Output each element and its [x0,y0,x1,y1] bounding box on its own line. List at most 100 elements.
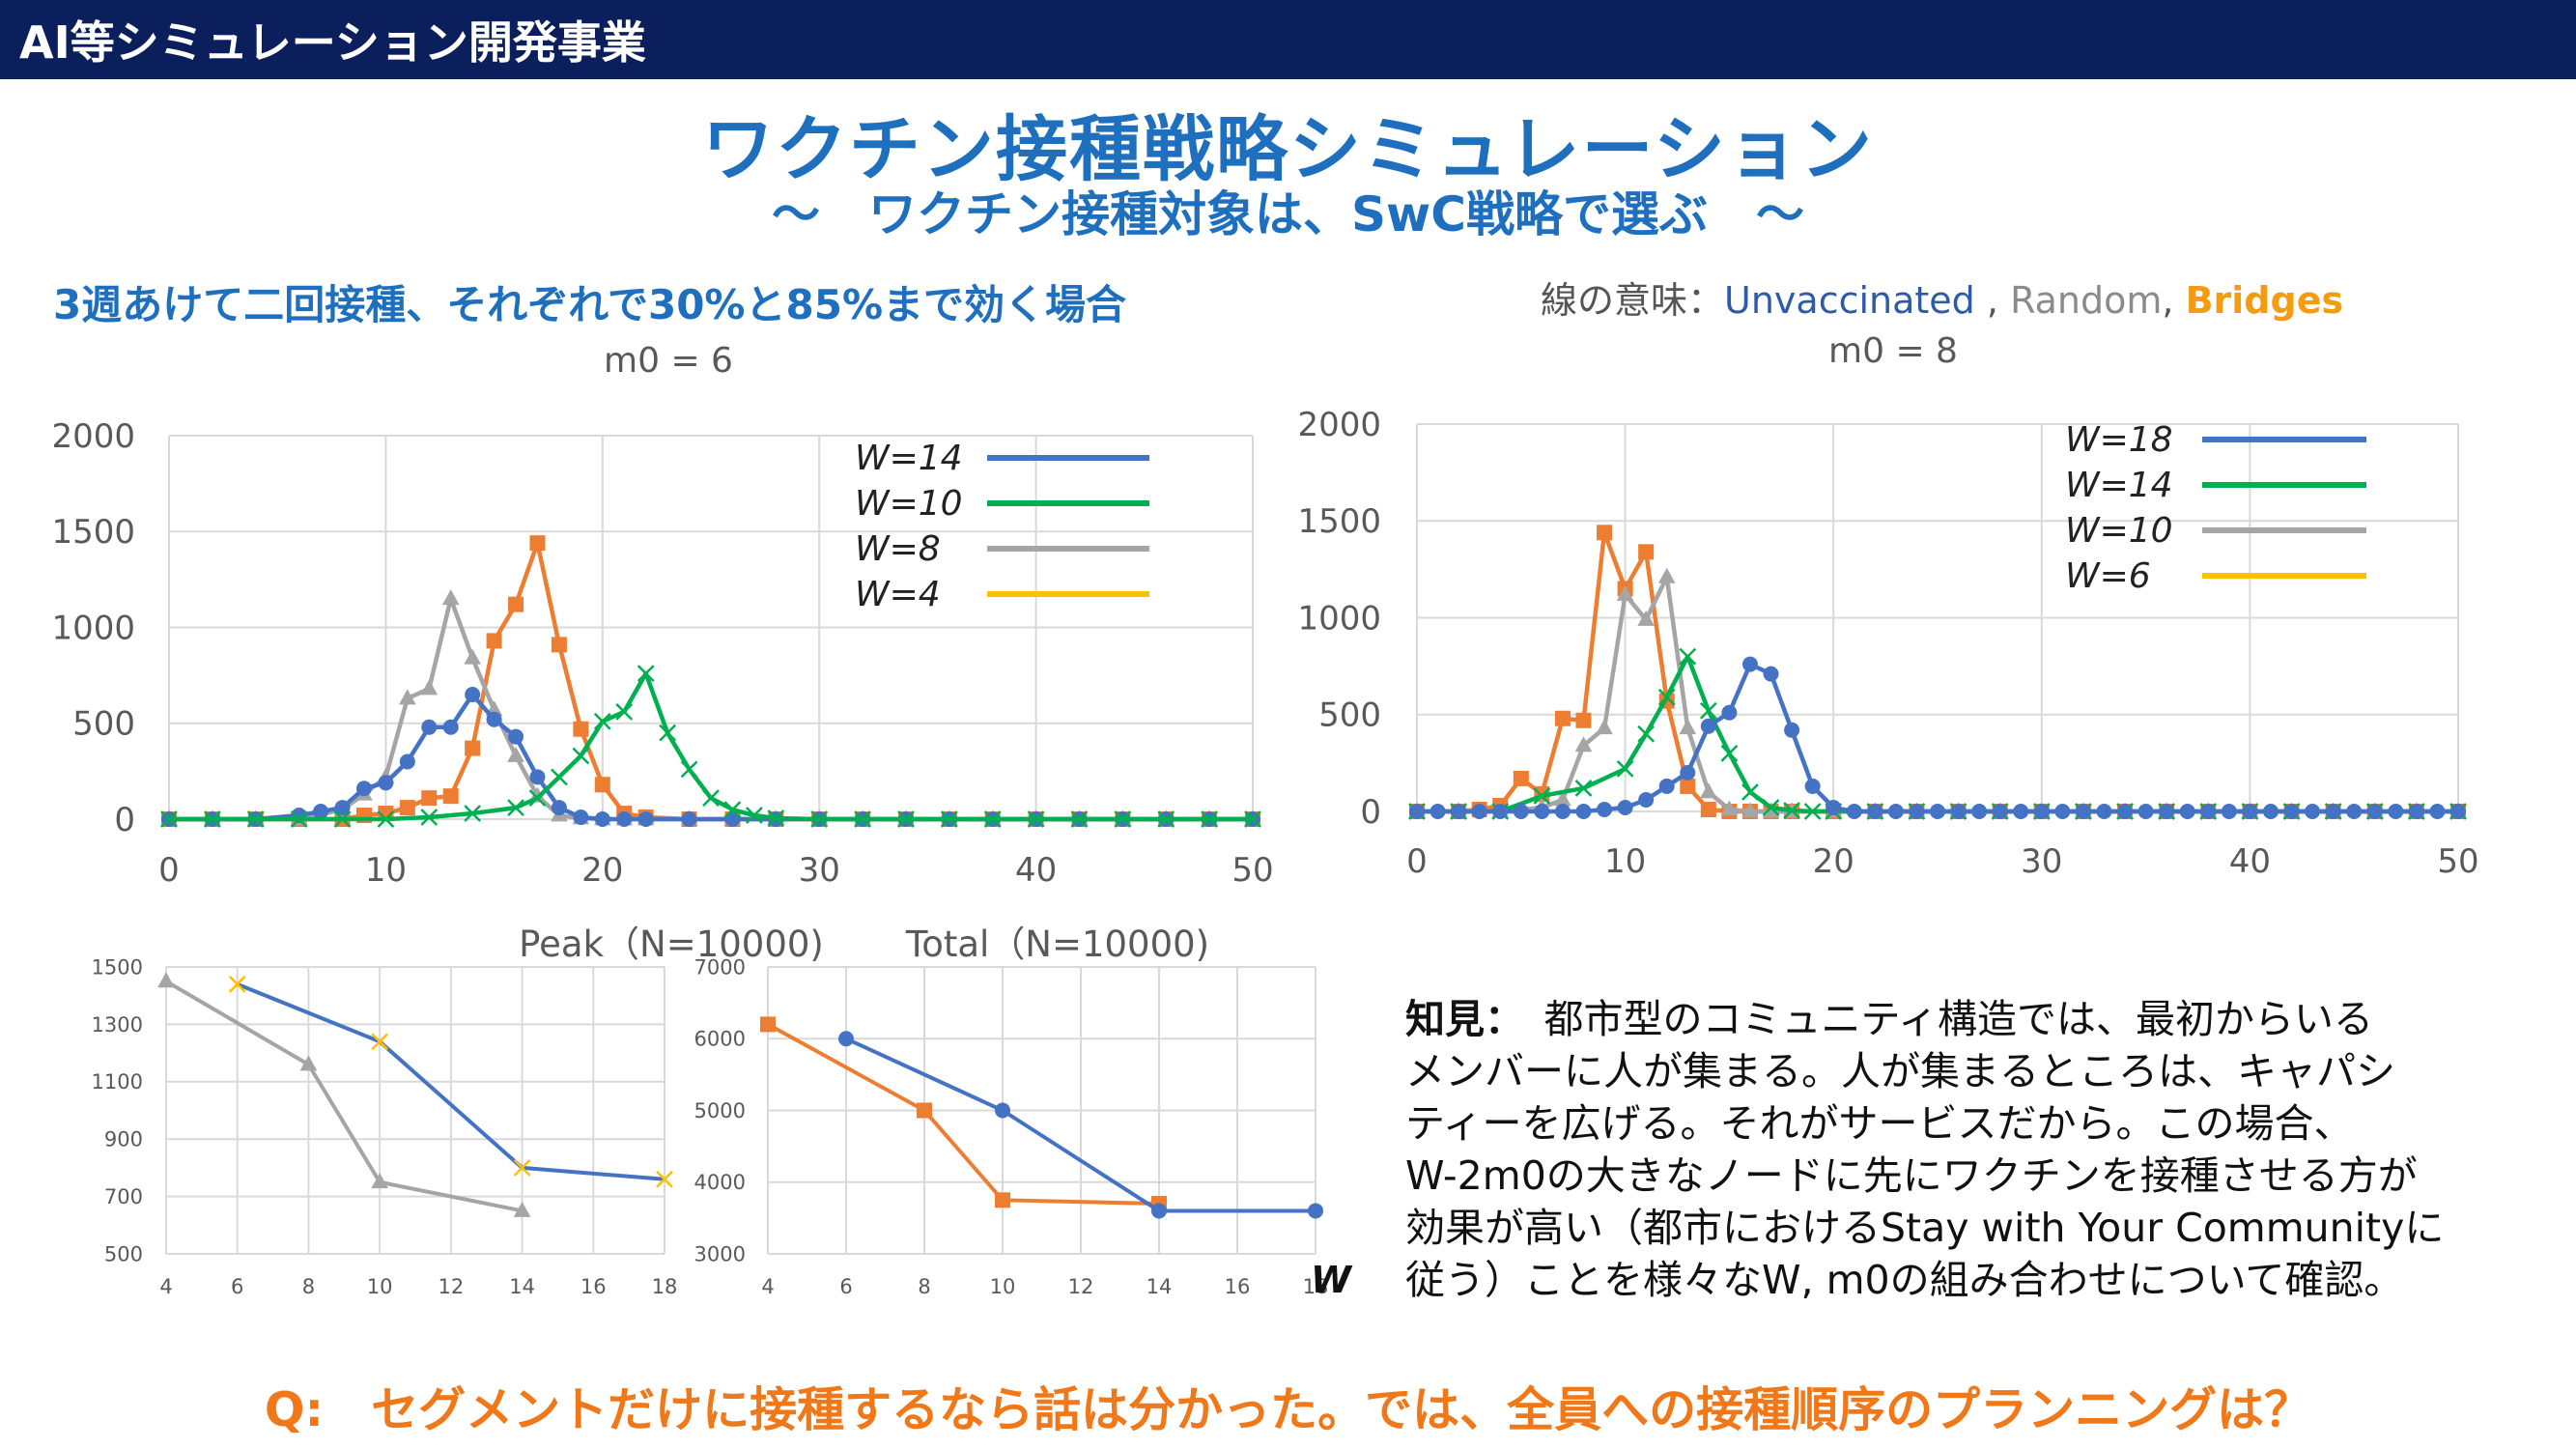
chart-2-series-4-point [2305,804,2321,819]
chart-1-series-2-point [507,746,524,762]
chart-1-series-4-point [333,810,352,828]
chart-4-y-tick-label: 7000 [694,955,746,979]
chart-2-x-tick-label: 0 [1406,842,1428,881]
chart-3-y-tick-label: 700 [104,1185,143,1208]
chart-4-x-tick-label: 4 [761,1275,774,1298]
chart-1-series-1-point [551,637,567,653]
chart-1-legend-label: W=8 [855,529,941,569]
question-text: Q: セグメントだけに接種するなら話は分かった。では、全員への接種順序のプランニ… [264,1382,2312,1437]
chart-1-series-4-point [377,810,395,828]
chart-4-y-tick-label: 4000 [694,1171,746,1194]
chart-1-y-tick-label: 2000 [51,417,135,456]
chart-2-series-4-point [1804,778,1821,794]
chart-1-series-4-point [572,747,590,765]
chart-3-series-2-point [371,1173,388,1189]
chart-1-series-3-point [508,728,524,745]
chart-4-x-axis-label: W [1311,1259,1353,1301]
chart-1-series-1-point [465,740,481,756]
chart-2-series-4-point [1763,666,1779,682]
chart-2-legend-label: W=10 [2065,511,2173,551]
chart-2-x-tick-label: 10 [1604,842,1646,881]
chart-4-series-2-point [995,1102,1010,1119]
chart-1-series-4-point [1244,810,1261,828]
chart-2-series-4-point [2366,804,2383,819]
chart-1-series-4-point [246,810,265,828]
chart-2-series-4-point [2117,804,2134,819]
chart-2-x-tick-label: 20 [1813,842,1854,881]
chart-2-series-4-point [2159,804,2175,819]
chart-4-series-2-point [1308,1203,1323,1219]
chart-2-series-1-point [1638,544,1655,560]
chart-4-series-2-point [1151,1203,1167,1219]
chart-2-series-2-point [1762,802,1780,818]
legend-note-unvaccinated: Unvaccinated [1724,279,1975,322]
chart-3-y-tick-label: 1500 [92,955,143,979]
chart-1-series-3-point [551,800,567,816]
legend-note-prefix: 線の意味： [1541,279,1725,322]
chart-1-series-4-point [897,810,915,828]
chart-1-series-3-point [529,769,546,785]
chart-2-y-tick-label: 500 [1318,696,1381,735]
chart-4-y-tick-label: 3000 [694,1242,746,1265]
chart-1-series-3-point [594,811,610,827]
chart-2-series-2-point [1700,782,1717,799]
chart-3-y-tick-label: 1300 [92,1013,143,1037]
chart-2-series-4-point [1887,804,1904,819]
chart-3-x-tick-label: 14 [509,1275,535,1298]
chart-2-series-4-point [2346,804,2363,819]
chart-1-x-tick-label: 10 [365,851,407,890]
findings-line-1-text: 都市型のコミュニティ構造では、最初からいる [1504,996,2374,1042]
chart-2-series-4-point [1513,804,1529,819]
page-subtitle: ～ ワクチン接種対象は、SwC戦略で選ぶ ～ [772,186,1804,242]
chart-2-x-tick-label: 50 [2437,842,2478,881]
chart-2-series-3-point [1616,760,1634,778]
chart-2-series-4-point [2033,804,2050,819]
chart-2-series-2-point [1616,584,1634,601]
chart-4-x-tick-label: 8 [918,1275,930,1298]
chart-1-series-4-point [528,789,547,808]
chart-1-series-4-point [1201,810,1219,828]
chart-1-series-1-point [399,800,415,816]
chart-1-series-4-point [702,789,720,808]
chart-2-series-4-point [2096,804,2112,819]
chart-3-x-tick-label: 6 [231,1275,243,1298]
chart-1-series-4-point [767,810,785,827]
chart-3-y-tick-label: 1100 [92,1070,143,1094]
legend-note-sep2: , [2162,279,2186,322]
chart-2-series-4-point [2388,804,2404,819]
chart-3-y-tick-label: 500 [104,1242,143,1265]
chart-1-series-4-point [464,805,482,822]
chart-3-x-tick-label: 18 [652,1275,678,1298]
chart-1-series-2-point [399,689,416,705]
chart-3-series-2-point [299,1055,318,1071]
chart-1-series-4-point [940,810,958,828]
chart-1-title: m0 = 6 [604,341,733,381]
chart-1-y-tick-label: 1000 [51,609,135,647]
chart-2-series-3-point [1533,787,1551,805]
chart-4-x-tick-label: 10 [990,1275,1016,1298]
chart-1-series-3-point [724,811,741,827]
chart-1-legend-label: W=14 [855,439,963,478]
chart-4-series-1-point [995,1192,1010,1208]
chart-1-series-1-point [442,788,459,805]
chart-2-series-4-point [1826,799,1842,815]
section-heading: 3週あけて二回接種、それぞれで30%と85%まで効く場合 [53,281,1127,328]
chart-1-series-3-point [355,781,372,797]
chart-2-series-3-point [1574,780,1593,797]
chart-1-series-3-point [465,686,481,702]
chart-1-series-3-point [313,804,329,820]
chart-3-x-tick-label: 12 [438,1275,464,1298]
chart-1-series-4-point [1027,810,1045,828]
legend-note-bridges: Bridges [2185,279,2344,322]
chart-1-series-1-point [508,596,524,612]
legend-note-random: Random [2010,279,2163,322]
chart-2-series-2-point [1679,719,1697,735]
chart-2-series-4-point [1430,804,1446,819]
chart-1-series-4-point [983,810,1002,828]
chart-2-series-2-line [1417,575,2458,814]
chart-1-series-4-point [1114,810,1132,828]
findings-line-6: 従う）ことを様々なW, m0の組み合わせについて確認。 [1405,1257,2404,1303]
chart-1-series-4-point [1157,810,1175,828]
chart-1-series-1-point [529,535,546,552]
chart-1-series-1-point [594,777,610,793]
